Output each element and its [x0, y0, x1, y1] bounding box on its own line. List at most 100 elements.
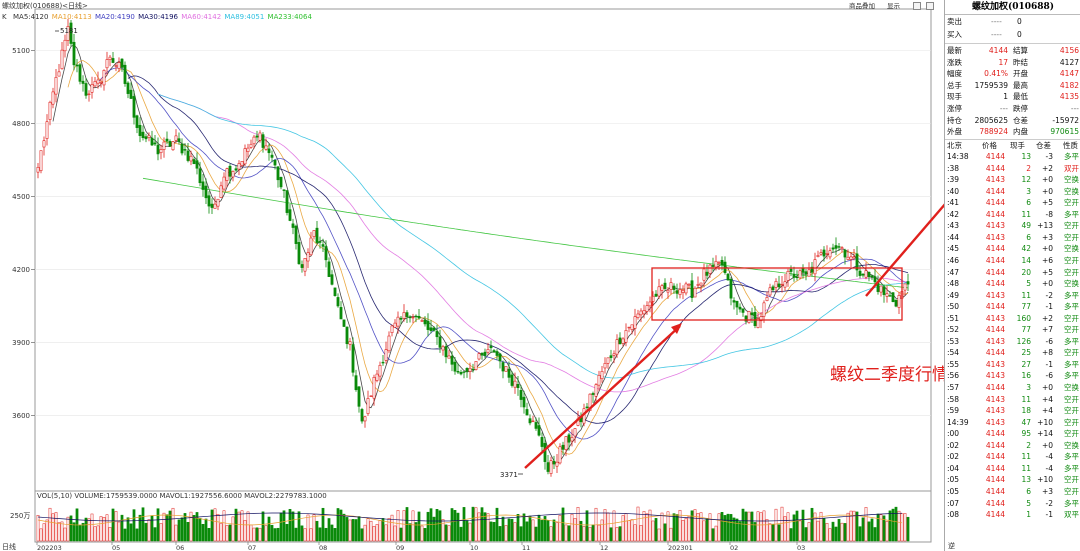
panel-title: 螺纹加权(010688): [945, 0, 1080, 15]
candle-body: [735, 300, 739, 308]
corner-tab[interactable]: 逆: [948, 542, 955, 550]
volume-bar: [765, 519, 769, 542]
candle-body: [201, 181, 205, 190]
tick-volume: 49: [1021, 221, 1031, 231]
volume-bar: [774, 508, 778, 542]
ma-legend-item: MA89:4051: [224, 13, 264, 21]
volume-bar: [330, 524, 334, 542]
tick-row: :58 4143 11 +4 空开: [945, 394, 1080, 406]
candle-body: [612, 353, 616, 356]
candle-body: [639, 310, 643, 316]
tick-row: :04 4144 11 -4 多平: [945, 463, 1080, 475]
volume-bar: [642, 511, 646, 542]
volume-bar: [546, 520, 550, 542]
candle-body: [891, 292, 895, 302]
tick-nature: 空换: [1064, 175, 1079, 185]
candlestick-series[interactable]: [36, 18, 910, 477]
tick-volume: 12: [1021, 175, 1031, 185]
tick-nature: 空开: [1064, 475, 1079, 485]
volume-bar: [192, 515, 196, 542]
volume-bar: [600, 519, 604, 542]
volume-bar: [684, 518, 688, 542]
volume-bar: [549, 526, 553, 542]
period-tab[interactable]: 日线: [2, 542, 16, 551]
tick-time: :49: [947, 290, 960, 300]
candle-body: [402, 312, 406, 319]
volume-bar: [492, 521, 496, 542]
candle-body: [444, 346, 448, 358]
candle-body: [630, 324, 634, 330]
stat-label: 现手: [947, 92, 962, 102]
candle-body: [828, 250, 832, 258]
tick-oi-change: +5: [1041, 267, 1053, 277]
overlay-button[interactable]: 商品叠加: [849, 2, 875, 10]
volume-bar: [702, 520, 706, 542]
tick-time: :04: [947, 463, 960, 473]
tick-time: :05: [947, 486, 960, 496]
candle-body: [549, 460, 553, 474]
kline-chart[interactable]: 5100 4800 4500 4200 3900 3600 202203 05 06 07 08 0…: [0, 0, 944, 551]
candle-body: [522, 396, 526, 408]
stat-label: 外盘: [947, 127, 962, 137]
candle-body: [207, 195, 211, 207]
candle-body: [300, 264, 304, 268]
candle-body: [495, 351, 499, 356]
candle-body: [783, 281, 787, 288]
tick-volume: 25: [1021, 348, 1031, 358]
candle-body: [687, 283, 691, 286]
candle-body: [732, 300, 736, 303]
candle-body: [738, 306, 742, 310]
tick-price: 4144: [985, 186, 1005, 196]
tick-row: :02 4144 2 +0 空换: [945, 440, 1080, 452]
volume-bar: [669, 527, 673, 542]
volume-bar: [456, 512, 460, 542]
tick-time: :44: [947, 232, 960, 242]
volume-bar: [219, 523, 223, 542]
candle-body: [471, 368, 475, 371]
volume-bar: [645, 513, 649, 542]
candle-body: [750, 312, 754, 316]
tick-price: 4143: [985, 406, 1005, 416]
tick-nature: 空开: [1064, 221, 1079, 231]
candle-body: [792, 273, 796, 278]
kline-chart-area[interactable]: 5100 4800 4500 4200 3900 3600 202203 05 06 07 08 0…: [0, 0, 944, 551]
x-tick-label: 07: [248, 544, 256, 551]
candle-body: [435, 331, 439, 338]
candle-body: [534, 422, 538, 429]
tick-row: :07 4144 5 -2 多平: [945, 498, 1080, 510]
volume-bar: [621, 515, 625, 542]
candle-body: [282, 189, 286, 191]
tick-time: :54: [947, 348, 960, 358]
window-restore-icon[interactable]: [913, 2, 921, 10]
tick-nature: 空开: [1064, 198, 1079, 208]
volume-bar: [399, 527, 403, 542]
tick-row: 14:39 4143 47 +10 空开: [945, 417, 1080, 429]
tick-nature: 多平: [1064, 336, 1079, 346]
ma-legend-item: MA30:4196: [138, 13, 178, 21]
volume-bar: [711, 528, 715, 542]
volume-bar: [504, 525, 508, 542]
mavol2-line: [37, 512, 903, 522]
window-close-icon[interactable]: [926, 2, 934, 10]
tick-volume: 5: [1026, 498, 1031, 508]
tick-nature: 多平: [1064, 371, 1079, 381]
volume-bar: [306, 514, 310, 542]
volume-bar: [381, 518, 385, 542]
volume-bar: [225, 525, 229, 542]
volume-bar: [210, 509, 214, 542]
tick-row: :57 4144 3 +0 空换: [945, 382, 1080, 394]
volume-bar: [438, 510, 442, 542]
k-label: K: [2, 13, 7, 21]
volume-bar: [639, 525, 643, 542]
tick-nature: 双平: [1064, 510, 1079, 520]
stat-label: 结算: [1013, 46, 1028, 55]
stat-label: 最高: [1013, 80, 1028, 90]
candle-body: [597, 375, 601, 386]
volume-bar: [141, 507, 145, 542]
volume-bar: [123, 528, 127, 542]
display-button[interactable]: 显示: [887, 2, 900, 10]
candle-body: [510, 374, 514, 386]
volume-bar: [189, 511, 193, 542]
candle-body: [618, 337, 622, 345]
candle-body: [513, 380, 517, 388]
